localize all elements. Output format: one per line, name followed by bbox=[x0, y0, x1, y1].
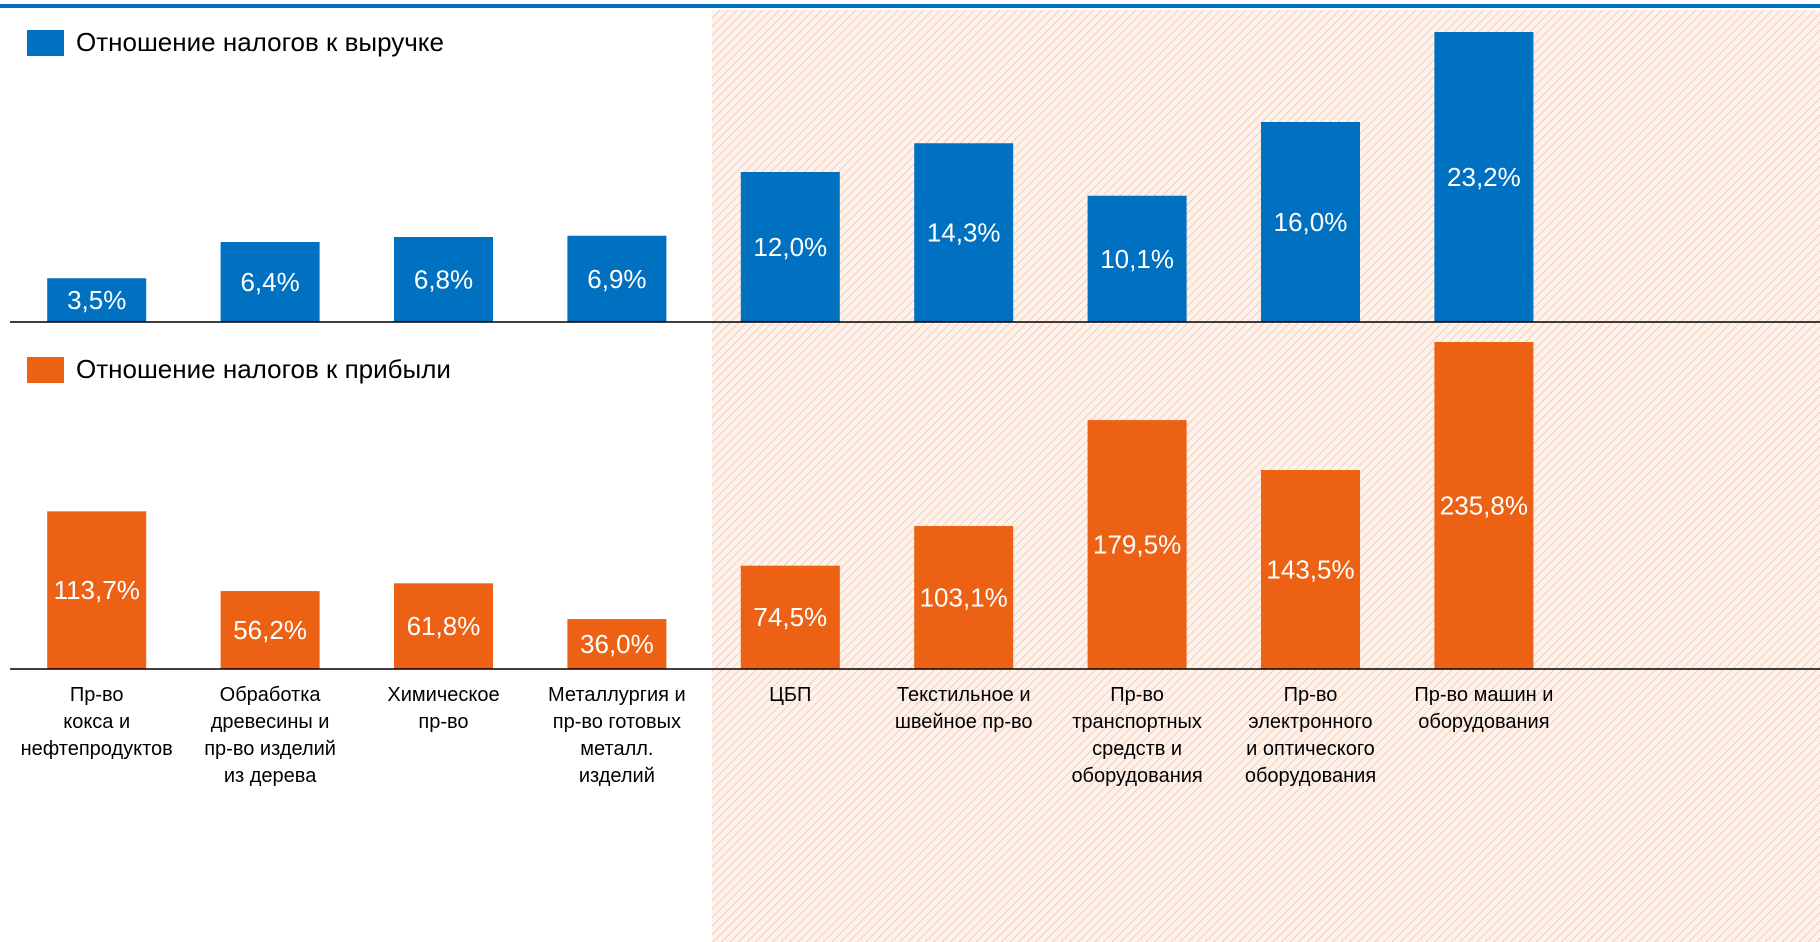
bar bbox=[1261, 469, 1360, 669]
legend-label: Отношение налогов к выручке bbox=[76, 27, 444, 57]
value-label: 113,7% bbox=[54, 575, 140, 605]
bar bbox=[914, 526, 1014, 669]
value-label: 235,8% bbox=[1440, 490, 1528, 520]
value-label: 36,0% bbox=[580, 629, 654, 659]
category-label: Пр-во транспортных средств и оборудовани… bbox=[1071, 684, 1203, 787]
bar bbox=[1434, 342, 1534, 669]
legend-swatch bbox=[27, 357, 64, 383]
bar bbox=[1087, 420, 1187, 669]
value-label: 103,1% bbox=[920, 582, 1008, 612]
category-label: Пр-во кокса и нефтепродуктов bbox=[20, 684, 173, 760]
value-label: 10,1% bbox=[1100, 244, 1174, 274]
category-label: Обработка древесины и пр-во изделий из д… bbox=[204, 684, 336, 787]
value-label: 23,2% bbox=[1447, 162, 1521, 192]
bar bbox=[394, 237, 493, 322]
bar bbox=[1261, 122, 1360, 322]
value-label: 16,0% bbox=[1274, 207, 1348, 237]
bar bbox=[47, 511, 147, 669]
value-label: 14,3% bbox=[927, 218, 1001, 248]
value-label: 74,5% bbox=[753, 602, 827, 632]
bar bbox=[567, 619, 667, 669]
value-label: 6,9% bbox=[587, 264, 646, 294]
top-rule bbox=[0, 4, 1820, 8]
value-label: 12,0% bbox=[753, 232, 827, 262]
bar bbox=[47, 278, 147, 322]
value-label: 179,5% bbox=[1093, 529, 1181, 559]
bar bbox=[740, 172, 840, 322]
value-label: 56,2% bbox=[233, 615, 307, 645]
bar bbox=[220, 591, 320, 669]
category-label: Пр-во машин и оборудования bbox=[1414, 684, 1554, 733]
bar bbox=[567, 235, 667, 322]
value-label: 6,8% bbox=[414, 264, 473, 294]
legend-label: Отношение налогов к прибыли bbox=[76, 354, 451, 384]
bar bbox=[220, 242, 320, 322]
bar bbox=[740, 565, 840, 669]
value-label: 61,8% bbox=[407, 611, 481, 641]
category-label: Пр-во электронного и оптического оборудо… bbox=[1244, 684, 1377, 787]
category-label: Текстильное и швейное пр-во bbox=[894, 684, 1033, 733]
category-label: Химическое пр-во bbox=[387, 684, 500, 733]
legend-swatch bbox=[27, 30, 64, 56]
bar bbox=[914, 143, 1014, 322]
category-label: ЦБП bbox=[769, 684, 812, 706]
value-label: 3,5% bbox=[67, 285, 126, 315]
bar bbox=[394, 583, 493, 669]
value-label: 6,4% bbox=[240, 267, 299, 297]
bar bbox=[1087, 195, 1187, 322]
category-label: Металлургия и пр-во готовых металл. изде… bbox=[548, 684, 686, 787]
bar bbox=[1434, 32, 1534, 322]
value-label: 143,5% bbox=[1266, 554, 1354, 584]
